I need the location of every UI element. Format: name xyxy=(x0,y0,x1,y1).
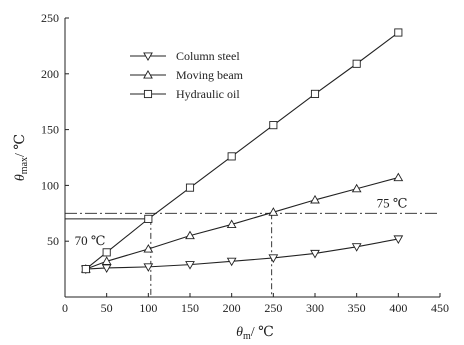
reference-lines: 75 ℃ 70 ℃ xyxy=(65,195,440,297)
series-hydraulic-oil xyxy=(81,28,403,274)
x-tick-label: 350 xyxy=(348,301,366,315)
axes xyxy=(64,18,440,298)
moving-beam-point xyxy=(143,244,154,253)
moving-beam-point xyxy=(351,183,362,193)
moving-beam-point xyxy=(310,194,320,204)
reference-label-70: 70 ℃ xyxy=(75,233,106,248)
hydraulic-oil-point xyxy=(394,28,403,37)
x-tick-label: 300 xyxy=(306,301,324,315)
x-tick-label: 50 xyxy=(101,301,113,315)
hydraulic-oil-point xyxy=(144,214,153,223)
y-tick-label: 250 xyxy=(41,11,59,25)
legend-label-moving-beam: Moving beam xyxy=(176,68,244,82)
x-axis-title: θm/ ℃ xyxy=(236,325,274,342)
legend-marker-moving-beam xyxy=(143,69,153,79)
column-steel-point xyxy=(310,249,320,259)
column-steel-point xyxy=(226,257,237,267)
hydraulic-oil-point xyxy=(102,248,111,257)
axis-titles: θm/ ℃ θmax/ ℃ xyxy=(13,134,274,342)
hydraulic-oil-point xyxy=(185,183,195,192)
x-tick-label: 150 xyxy=(181,301,199,315)
series-group xyxy=(80,28,404,275)
legend-label-column-steel: Column steel xyxy=(176,49,240,63)
y-tick-label: 50 xyxy=(47,234,59,248)
x-tick-label: 100 xyxy=(139,301,157,315)
y-tick-label: 200 xyxy=(41,67,59,81)
moving-beam-point xyxy=(268,207,279,216)
x-tick-label: 400 xyxy=(389,301,407,315)
axis-ticks: 0 50 100 150 200 250 300 350 400 450 50 100 150 200 25… xyxy=(41,11,449,315)
y-tick-label: 100 xyxy=(41,178,59,192)
hydraulic-oil-point xyxy=(310,89,320,98)
column-steel-point xyxy=(393,235,404,244)
moving-beam-point xyxy=(101,256,112,265)
moving-beam-point xyxy=(393,172,404,182)
x-tick-label: 0 xyxy=(62,301,68,315)
moving-beam-point xyxy=(226,219,237,229)
hydraulic-oil-point xyxy=(352,59,361,68)
hydraulic-oil-point xyxy=(227,152,236,161)
legend: Column steel Moving beam Hydraulic oil xyxy=(130,49,244,101)
moving-beam-point xyxy=(185,230,195,240)
column-steel-point xyxy=(185,261,195,270)
column-steel-point xyxy=(143,263,154,272)
legend-marker-column-steel xyxy=(143,52,153,62)
y-tick-label: 150 xyxy=(41,123,59,137)
column-steel-point xyxy=(268,254,279,263)
x-tick-label: 200 xyxy=(223,301,241,315)
hydraulic-oil-point xyxy=(269,121,278,130)
column-steel-point xyxy=(101,264,112,273)
reference-label-75: 75 ℃ xyxy=(377,195,408,210)
column-steel-point xyxy=(351,243,362,252)
legend-marker-hydraulic-oil xyxy=(143,89,153,99)
hydraulic-oil-point xyxy=(81,265,90,274)
x-tick-label: 250 xyxy=(264,301,282,315)
x-tick-label: 450 xyxy=(431,301,449,315)
moving-beam-line xyxy=(85,177,399,270)
y-axis-title: θmax/ ℃ xyxy=(13,134,30,181)
legend-label-hydraulic-oil: Hydraulic oil xyxy=(176,87,240,101)
series-moving-beam xyxy=(80,172,404,273)
